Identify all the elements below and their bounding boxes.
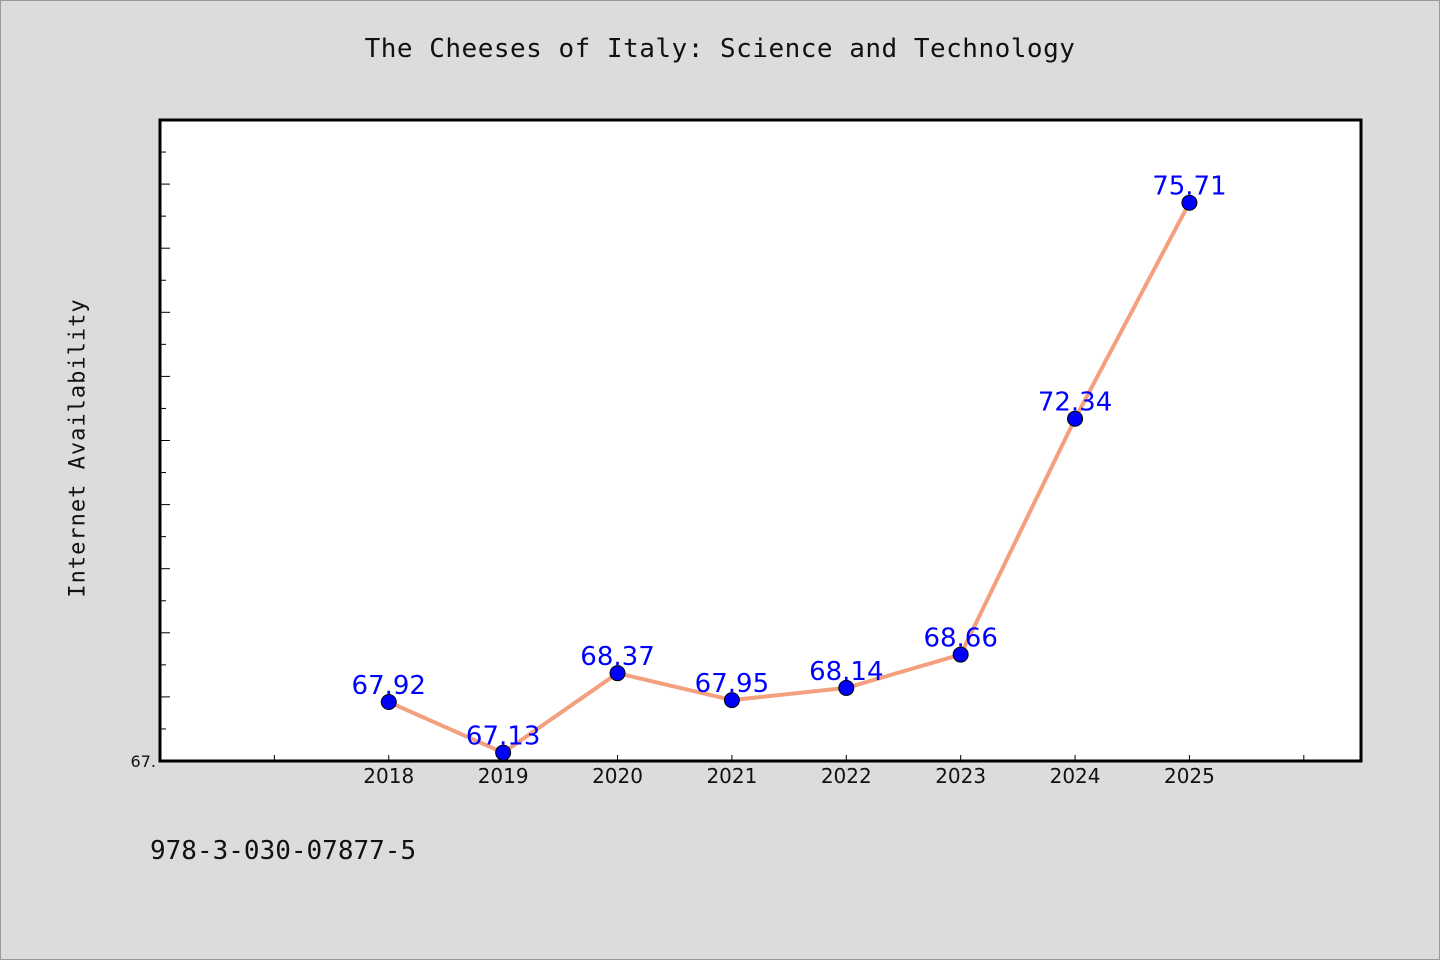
data-point	[1067, 410, 1084, 427]
x-tick-label: 2022	[821, 764, 872, 788]
data-point	[495, 744, 512, 761]
data-label: 68.14	[809, 657, 883, 687]
data-label: 68.37	[580, 642, 654, 672]
x-tick-label: 2021	[706, 764, 757, 788]
data-point	[952, 646, 969, 663]
data-point	[609, 665, 626, 682]
data-label: 72.34	[1038, 388, 1112, 418]
x-tick-label: 2020	[592, 764, 643, 788]
isbn-text: 978-3-030-07877-5	[150, 836, 417, 866]
data-label: 67.95	[695, 669, 769, 699]
x-tick-label: 2019	[478, 764, 529, 788]
chart-title: The Cheeses of Italy: Science and Techno…	[364, 34, 1076, 64]
x-tick-label: 2018	[363, 764, 414, 788]
y-tick-label: 67.	[131, 752, 156, 771]
plot-area	[158, 118, 1363, 763]
data-point	[838, 679, 855, 696]
x-tick-label: 2025	[1164, 764, 1215, 788]
data-point	[380, 694, 397, 711]
data-point	[723, 692, 740, 709]
series-line	[387, 201, 1192, 755]
data-point	[1181, 194, 1198, 211]
x-tick-label: 2024	[1050, 764, 1101, 788]
data-label: 68.66	[923, 624, 997, 654]
data-label: 67.13	[466, 722, 540, 752]
data-label: 67.92	[352, 671, 426, 701]
x-tick-label: 2023	[935, 764, 986, 788]
data-label: 75.71	[1152, 172, 1226, 202]
